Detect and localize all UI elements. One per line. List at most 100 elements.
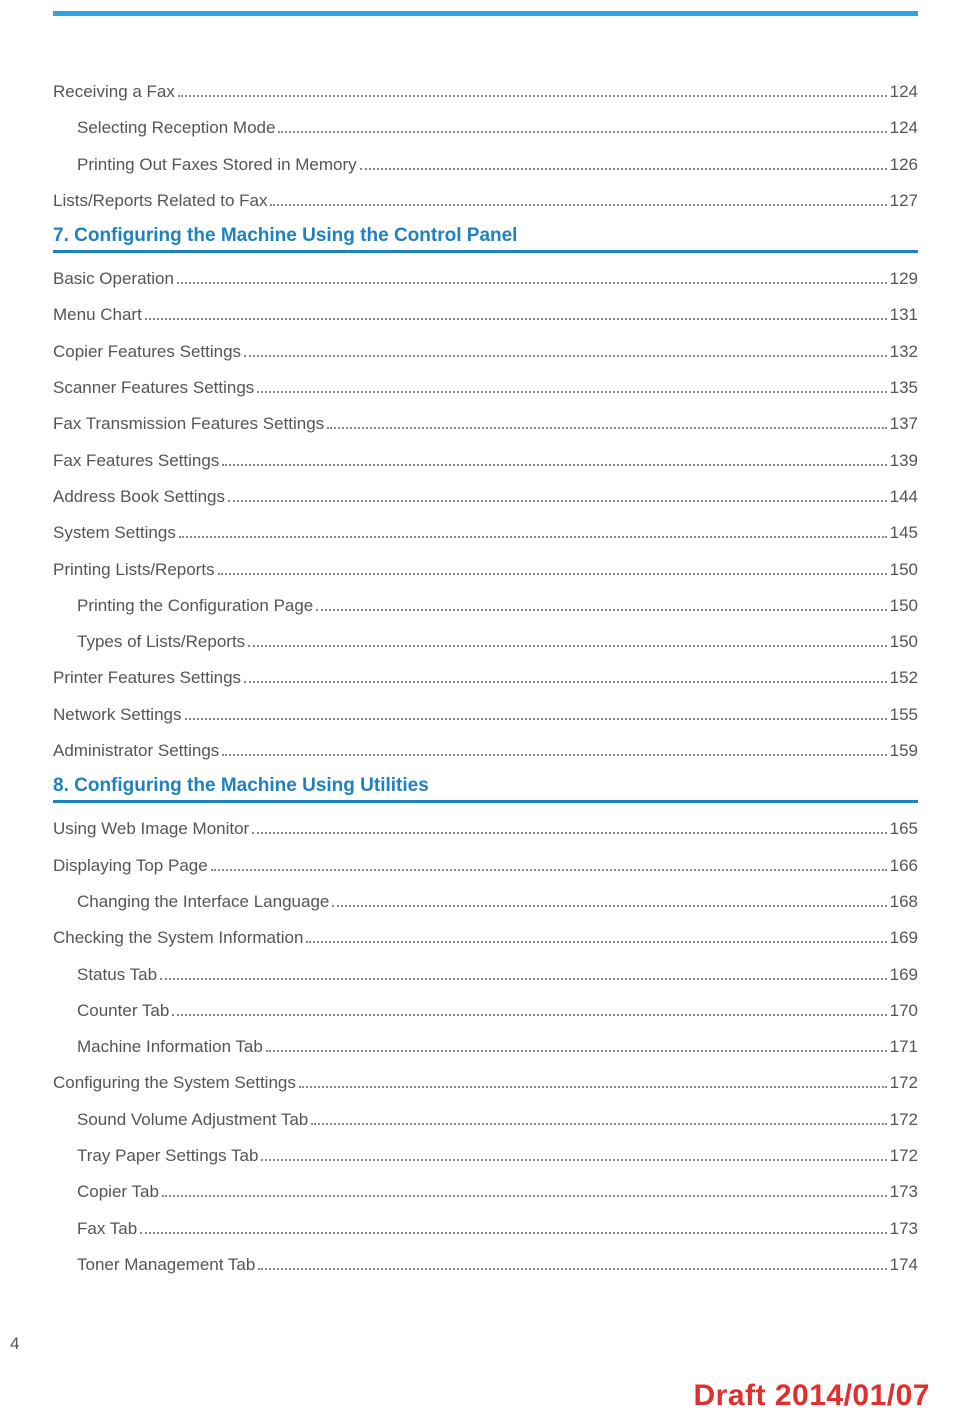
toc-page-number: 174: [890, 1253, 918, 1277]
toc-label: Fax Transmission Features Settings: [53, 412, 324, 436]
toc-page-number: 169: [890, 963, 918, 987]
toc-page-number: 132: [890, 340, 918, 364]
toc-page-number: 173: [890, 1180, 918, 1204]
toc-page-number: 131: [890, 303, 918, 327]
toc-page-number: 168: [890, 890, 918, 914]
toc-label: Fax Tab: [77, 1217, 137, 1241]
toc-dots: [299, 1086, 887, 1088]
toc-dots: [360, 168, 887, 170]
toc-entry: Copier Tab 173: [53, 1180, 918, 1204]
toc-entry: Status Tab 169: [53, 963, 918, 987]
toc-entry: Changing the Interface Language168: [53, 890, 918, 914]
toc-dots: [248, 645, 886, 647]
toc-page-number: 124: [890, 116, 918, 140]
toc-entry: Lists/Reports Related to Fax127: [53, 189, 918, 213]
toc-entry: Fax Features Settings 139: [53, 449, 918, 473]
toc-dots: [222, 464, 886, 466]
toc-entry: Counter Tab170: [53, 999, 918, 1023]
toc-label: Selecting Reception Mode: [77, 116, 275, 140]
toc-label: Status Tab: [77, 963, 157, 987]
toc-label: Tray Paper Settings Tab: [77, 1144, 258, 1168]
toc-page-number: 169: [890, 926, 918, 950]
toc-page-number: 137: [890, 412, 918, 436]
toc-label: System Settings: [53, 521, 176, 545]
toc-label: Printing Lists/Reports: [53, 558, 215, 582]
toc-page-number: 150: [890, 630, 918, 654]
toc-page-number: 144: [890, 485, 918, 509]
draft-watermark: Draft 2014/01/07: [694, 1379, 931, 1413]
toc-entry: Receiving a Fax124: [53, 80, 918, 104]
toc-page-number: 150: [890, 558, 918, 582]
toc-page-number: 165: [890, 817, 918, 841]
toc-dots: [278, 131, 886, 133]
toc-entry: Sound Volume Adjustment Tab172: [53, 1108, 918, 1132]
toc-label: Basic Operation: [53, 267, 174, 291]
toc-entry: Administrator Settings159: [53, 739, 918, 763]
toc-page-number: 172: [890, 1144, 918, 1168]
top-accent-bar: [53, 11, 918, 16]
toc-dots: [145, 318, 887, 320]
toc-page-number: 127: [890, 189, 918, 213]
toc-label: Administrator Settings: [53, 739, 219, 763]
toc-dots: [222, 754, 886, 756]
toc-page-number: 126: [890, 153, 918, 177]
toc-label: Network Settings: [53, 703, 182, 727]
toc-dots: [270, 204, 886, 206]
toc-entry: Checking the System Information 169: [53, 926, 918, 950]
toc-page-number: 139: [890, 449, 918, 473]
toc-dots: [311, 1123, 886, 1125]
section-header: 7. Configuring the Machine Using the Con…: [53, 225, 918, 253]
toc-entry: Scanner Features Settings 135: [53, 376, 918, 400]
toc-dots: [327, 427, 886, 429]
toc-page-number: 150: [890, 594, 918, 618]
toc-dots: [179, 536, 887, 538]
toc-entry: Network Settings 155: [53, 703, 918, 727]
toc-entry: Tray Paper Settings Tab 172: [53, 1144, 918, 1168]
toc-page-number: 129: [890, 267, 918, 291]
toc-entry: Selecting Reception Mode 124: [53, 116, 918, 140]
toc-label: Copier Features Settings: [53, 340, 241, 364]
toc-dots: [257, 391, 886, 393]
toc-dots: [178, 95, 887, 97]
toc-label: Printing Out Faxes Stored in Memory: [77, 153, 357, 177]
toc-entry: Toner Management Tab 174: [53, 1253, 918, 1277]
toc-entry: Address Book Settings144: [53, 485, 918, 509]
toc-label: Receiving a Fax: [53, 80, 175, 104]
toc-dots: [185, 718, 887, 720]
toc-page-number: 152: [890, 666, 918, 690]
toc-entry: Configuring the System Settings172: [53, 1071, 918, 1095]
toc-dots: [140, 1232, 886, 1234]
toc-page-number: 172: [890, 1108, 918, 1132]
toc-label: Machine Information Tab: [77, 1035, 263, 1059]
toc-dots: [244, 355, 887, 357]
toc-label: Scanner Features Settings: [53, 376, 254, 400]
toc-page-number: 135: [890, 376, 918, 400]
toc-dots: [172, 1014, 886, 1016]
toc-container: Receiving a Fax124Selecting Reception Mo…: [53, 80, 918, 1277]
toc-content: Receiving a Fax124Selecting Reception Mo…: [53, 80, 918, 1289]
toc-label: Checking the System Information: [53, 926, 303, 950]
toc-label: Counter Tab: [77, 999, 169, 1023]
page-number: 4: [10, 1334, 19, 1354]
toc-label: Displaying Top Page: [53, 854, 208, 878]
toc-entry: Copier Features Settings 132: [53, 340, 918, 364]
toc-label: Toner Management Tab: [77, 1253, 255, 1277]
toc-label: Configuring the System Settings: [53, 1071, 296, 1095]
toc-entry: Printing Lists/Reports 150: [53, 558, 918, 582]
toc-label: Fax Features Settings: [53, 449, 219, 473]
toc-entry: Displaying Top Page166: [53, 854, 918, 878]
toc-dots: [244, 681, 887, 683]
toc-label: Copier Tab: [77, 1180, 159, 1204]
toc-label: Using Web Image Monitor: [53, 817, 249, 841]
toc-entry: Fax Tab173: [53, 1217, 918, 1241]
toc-dots: [316, 609, 886, 611]
toc-label: Types of Lists/Reports: [77, 630, 245, 654]
toc-entry: Types of Lists/Reports 150: [53, 630, 918, 654]
toc-label: Printing the Configuration Page: [77, 594, 313, 618]
toc-page-number: 155: [890, 703, 918, 727]
toc-dots: [218, 573, 887, 575]
toc-entry: Printing Out Faxes Stored in Memory 126: [53, 153, 918, 177]
toc-label: Printer Features Settings: [53, 666, 241, 690]
toc-entry: Printer Features Settings 152: [53, 666, 918, 690]
toc-entry: Using Web Image Monitor 165: [53, 817, 918, 841]
